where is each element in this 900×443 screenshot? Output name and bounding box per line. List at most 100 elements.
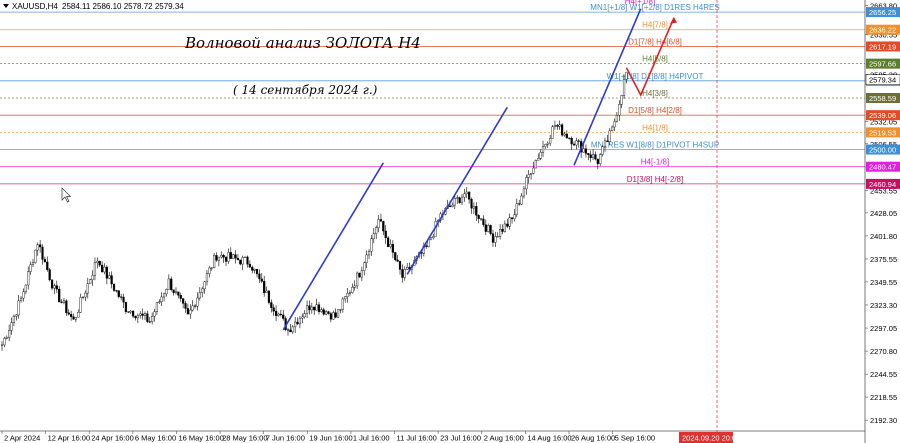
- candle-body: [611, 126, 614, 131]
- time-marker-box: [679, 432, 733, 443]
- collapse-icon[interactable]: [3, 4, 9, 8]
- candle-body: [167, 278, 170, 290]
- candle-body: [174, 291, 178, 293]
- price-label-box: [866, 41, 900, 52]
- candle-body: [406, 266, 409, 270]
- candle-body: [360, 270, 363, 278]
- candle-body: [117, 290, 120, 297]
- candle-body: [537, 158, 540, 161]
- price-axis: 2663.802630.552585.302532.052506.552480.…: [864, 0, 900, 443]
- candle-body: [112, 283, 116, 291]
- candle-body: [577, 140, 580, 142]
- candle-body: [479, 218, 483, 220]
- candle-body: [67, 312, 70, 315]
- candle-body: [356, 272, 359, 287]
- candle-body: [482, 218, 485, 225]
- candle-body: [401, 269, 404, 278]
- candle-body: [232, 254, 235, 259]
- candle-body: [196, 297, 199, 307]
- candle-body: [594, 154, 597, 160]
- candle-body: [103, 266, 106, 273]
- price-tick-label: 2270.80: [870, 347, 897, 356]
- price-tick-label: 2663.80: [870, 1, 897, 10]
- analysis-date: ( 14 сентября 2024 г.): [233, 83, 378, 97]
- candle-body: [301, 316, 304, 319]
- candle-body: [458, 197, 461, 203]
- candle-body: [618, 104, 621, 116]
- price-tick-label: 2532.05: [870, 117, 897, 126]
- candle-body: [98, 260, 101, 266]
- candle-body: [239, 259, 242, 265]
- candle-body: [120, 296, 123, 298]
- candle-body: [308, 305, 311, 311]
- candle-body: [220, 254, 223, 258]
- candle-body: [379, 219, 383, 222]
- level-label: H4[5/8]: [642, 55, 668, 64]
- candle-body: [286, 329, 290, 331]
- candle-body: [325, 311, 328, 315]
- candle-body: [603, 140, 607, 147]
- level-label: H4[7/8]: [642, 21, 668, 30]
- candle-body: [372, 233, 375, 239]
- candle-body: [589, 154, 592, 159]
- candle-body: [31, 262, 35, 265]
- candle-body: [489, 225, 492, 234]
- candle-body: [499, 229, 502, 237]
- levels-layer: MN1[+1/8] W1[+2/8] D1RES H4RES H4[7/8] D1[…: [0, 0, 865, 431]
- candle-body: [227, 252, 230, 262]
- candle-body: [596, 158, 599, 165]
- ohlc-values: 2584.11 2586.10 2578.72 2579.34: [62, 2, 184, 11]
- candle-body: [520, 195, 523, 205]
- candle-body: [72, 316, 75, 320]
- candle-body: [272, 307, 275, 312]
- candle-body: [274, 310, 278, 316]
- candle-body: [508, 217, 511, 227]
- candle-body: [525, 177, 528, 190]
- candle-body: [153, 311, 156, 317]
- level-label: H4[-1/8]: [641, 158, 669, 167]
- candle-body: [96, 260, 99, 263]
- candle-body: [391, 244, 394, 253]
- candle-body: [191, 305, 194, 311]
- time-tick-label: 16 May 16:00: [178, 434, 223, 443]
- price-label-box: [866, 58, 900, 69]
- candle-body: [251, 266, 254, 271]
- candle-body: [182, 298, 185, 304]
- candle-body: [110, 275, 113, 285]
- candle-body: [43, 259, 46, 263]
- candle-body: [465, 191, 468, 195]
- level-label: H4[3/8]: [642, 89, 668, 98]
- candle-body: [327, 311, 330, 314]
- candle-body: [8, 330, 11, 338]
- candle-body: [84, 292, 87, 298]
- candle-body: [5, 337, 8, 339]
- candle-body: [62, 300, 66, 303]
- candle-body: [129, 310, 132, 313]
- price-label-text: 2617.19: [869, 42, 896, 51]
- candle-body: [48, 269, 51, 281]
- candle-body: [158, 301, 161, 303]
- candle-body: [351, 287, 354, 293]
- candle-body: [375, 227, 378, 234]
- candle-body: [341, 298, 344, 310]
- candle-body: [563, 133, 566, 136]
- price-tick-label: 2323.30: [870, 301, 897, 310]
- candle-body: [518, 203, 521, 205]
- candle-body: [12, 315, 16, 323]
- candle-body: [136, 315, 139, 319]
- candle-body: [348, 292, 352, 294]
- candle-body: [344, 296, 347, 300]
- candle-body: [377, 219, 380, 228]
- candle-body: [74, 317, 77, 320]
- price-label-box: [866, 161, 900, 172]
- candle-body: [370, 238, 373, 252]
- candle-body: [289, 329, 292, 333]
- candle-body: [303, 313, 306, 318]
- candle-body: [146, 313, 149, 322]
- candle-body: [282, 314, 285, 319]
- candle-body: [277, 313, 280, 316]
- candle-body: [213, 255, 216, 269]
- candle-body: [584, 148, 588, 154]
- candle-body: [148, 321, 151, 323]
